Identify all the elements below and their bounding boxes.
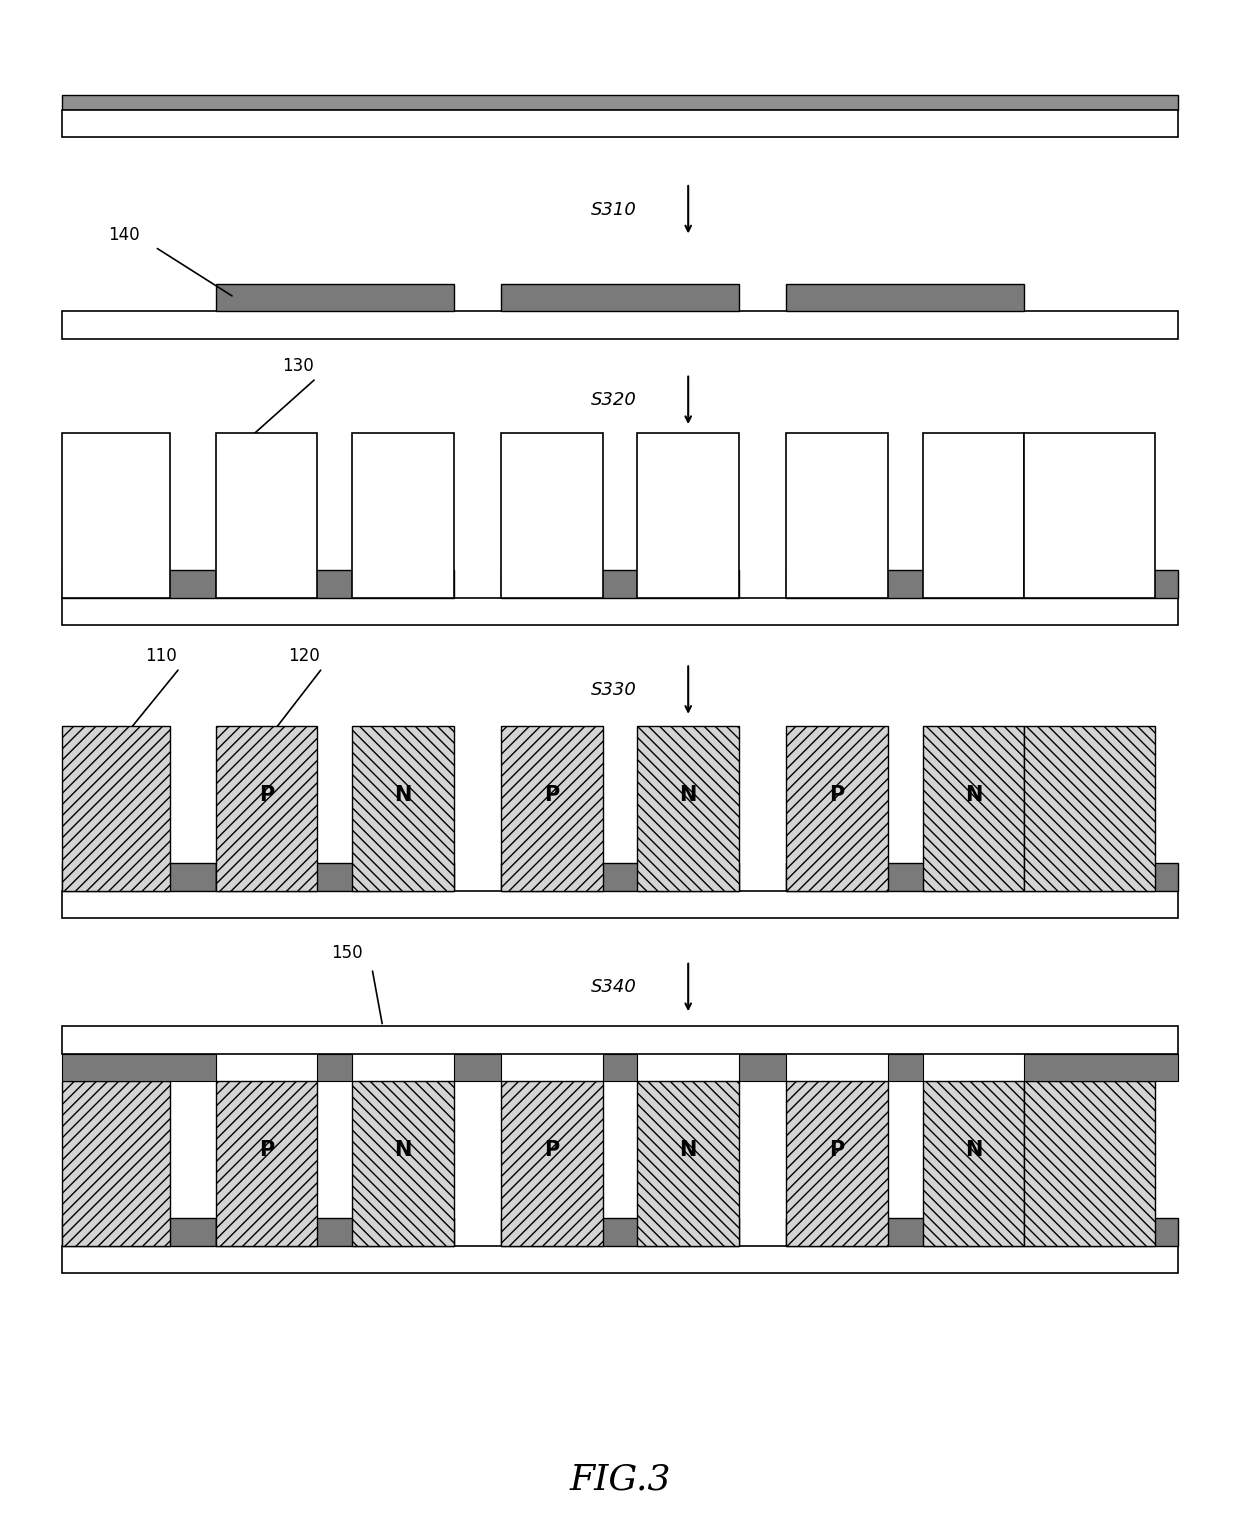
Bar <box>501 284 739 311</box>
Text: N: N <box>394 1139 412 1161</box>
Bar <box>786 1081 888 1246</box>
Text: S340: S340 <box>591 979 636 996</box>
Bar <box>739 1054 786 1081</box>
Bar <box>216 863 454 891</box>
Bar <box>1024 1218 1178 1246</box>
Bar <box>62 95 1178 110</box>
Text: P: P <box>544 1139 559 1161</box>
Bar <box>62 110 1178 137</box>
Text: N: N <box>394 784 412 805</box>
Bar <box>62 570 216 598</box>
Bar <box>62 598 1178 625</box>
Text: N: N <box>680 1139 697 1161</box>
Text: P: P <box>830 1139 844 1161</box>
Bar <box>501 1081 603 1246</box>
Text: S320: S320 <box>591 392 636 409</box>
Bar <box>216 570 454 598</box>
Bar <box>501 570 739 598</box>
Text: N: N <box>965 784 982 805</box>
Bar <box>62 863 216 891</box>
Bar <box>501 1218 739 1246</box>
Bar <box>786 726 888 891</box>
Bar <box>62 1026 1178 1054</box>
Bar <box>786 284 1024 311</box>
Bar <box>352 726 454 891</box>
Bar <box>786 863 1024 891</box>
Text: P: P <box>544 784 559 805</box>
Bar <box>454 1054 501 1081</box>
Bar <box>923 433 1024 598</box>
Bar <box>1024 1081 1154 1246</box>
Bar <box>501 433 603 598</box>
Text: P: P <box>259 784 274 805</box>
Bar <box>923 726 1024 891</box>
Text: 120: 120 <box>288 647 320 665</box>
Text: 130: 130 <box>281 357 314 375</box>
Bar <box>786 433 888 598</box>
Bar <box>352 1081 454 1246</box>
Bar <box>1024 570 1178 598</box>
Bar <box>216 433 317 598</box>
Bar <box>501 863 739 891</box>
Text: P: P <box>259 1139 274 1161</box>
Bar <box>1024 433 1154 598</box>
Bar <box>62 1246 1178 1273</box>
Bar <box>786 570 1024 598</box>
Text: S330: S330 <box>591 682 636 698</box>
Bar <box>62 1081 170 1246</box>
Bar <box>786 1218 1024 1246</box>
Bar <box>216 1218 454 1246</box>
Bar <box>501 726 603 891</box>
Bar <box>637 726 739 891</box>
Bar <box>62 1218 216 1246</box>
Bar <box>923 1081 1024 1246</box>
Text: S310: S310 <box>591 201 636 218</box>
Bar <box>1024 726 1154 891</box>
Bar <box>603 1054 637 1081</box>
Bar <box>637 1081 739 1246</box>
Bar <box>62 726 170 891</box>
Bar <box>216 284 454 311</box>
Text: P: P <box>830 784 844 805</box>
Text: FIG.3: FIG.3 <box>569 1462 671 1496</box>
Bar <box>888 1054 923 1081</box>
Bar <box>62 891 1178 918</box>
Bar <box>216 726 317 891</box>
Text: 150: 150 <box>331 944 363 962</box>
Bar <box>1024 863 1178 891</box>
Bar <box>62 1054 216 1081</box>
Text: 110: 110 <box>145 647 177 665</box>
Text: N: N <box>680 784 697 805</box>
Bar <box>1024 1054 1178 1081</box>
Bar <box>62 311 1178 339</box>
Bar <box>317 1054 352 1081</box>
Text: 140: 140 <box>108 226 140 244</box>
Text: N: N <box>965 1139 982 1161</box>
Bar <box>637 433 739 598</box>
Bar <box>216 1081 317 1246</box>
Bar <box>352 433 454 598</box>
Bar <box>62 433 170 598</box>
